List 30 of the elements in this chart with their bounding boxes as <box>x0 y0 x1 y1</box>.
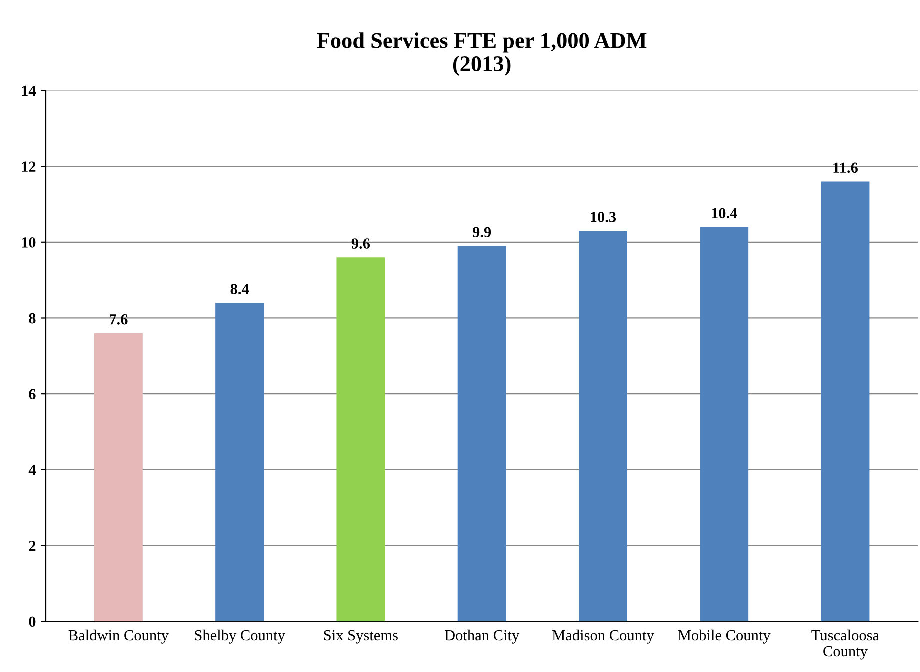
y-tick-label: 8 <box>29 313 36 324</box>
x-tick-label: Tuscaloosa County <box>812 630 880 660</box>
y-tick-label: 0 <box>29 616 36 628</box>
bar <box>94 333 143 622</box>
x-tick-label: Mobile County <box>678 630 771 644</box>
data-label: 9.9 <box>472 227 492 238</box>
x-tick-label: Dothan City <box>444 630 520 644</box>
bar <box>458 246 506 622</box>
x-tick-label: Baldwin County <box>68 630 169 644</box>
y-tick-label: 10 <box>22 238 36 248</box>
y-tick-label: 2 <box>29 540 36 552</box>
bar <box>336 258 386 622</box>
data-label: 10.3 <box>591 212 616 222</box>
data-label: 8.4 <box>230 284 250 294</box>
x-tick-label: Madison County <box>552 630 654 644</box>
data-label: 10.4 <box>712 208 738 219</box>
y-tick-label: 4 <box>28 465 36 476</box>
bar <box>578 231 628 622</box>
data-label: 7.6 <box>110 314 128 325</box>
chart-title: Food Services FTE per 1,000 ADM (2013) <box>317 32 647 76</box>
data-label: 9.6 <box>352 238 370 249</box>
bar <box>700 227 749 622</box>
y-tick-label: 12 <box>22 162 36 172</box>
y-tick-label: 14 <box>22 86 36 96</box>
bar <box>821 182 870 622</box>
bar <box>216 303 264 622</box>
x-tick-label: Shelby County <box>195 630 286 644</box>
data-label: 11.6 <box>834 162 858 174</box>
x-tick-label: Six Systems <box>324 630 398 644</box>
y-tick-label: 6 <box>29 389 36 400</box>
